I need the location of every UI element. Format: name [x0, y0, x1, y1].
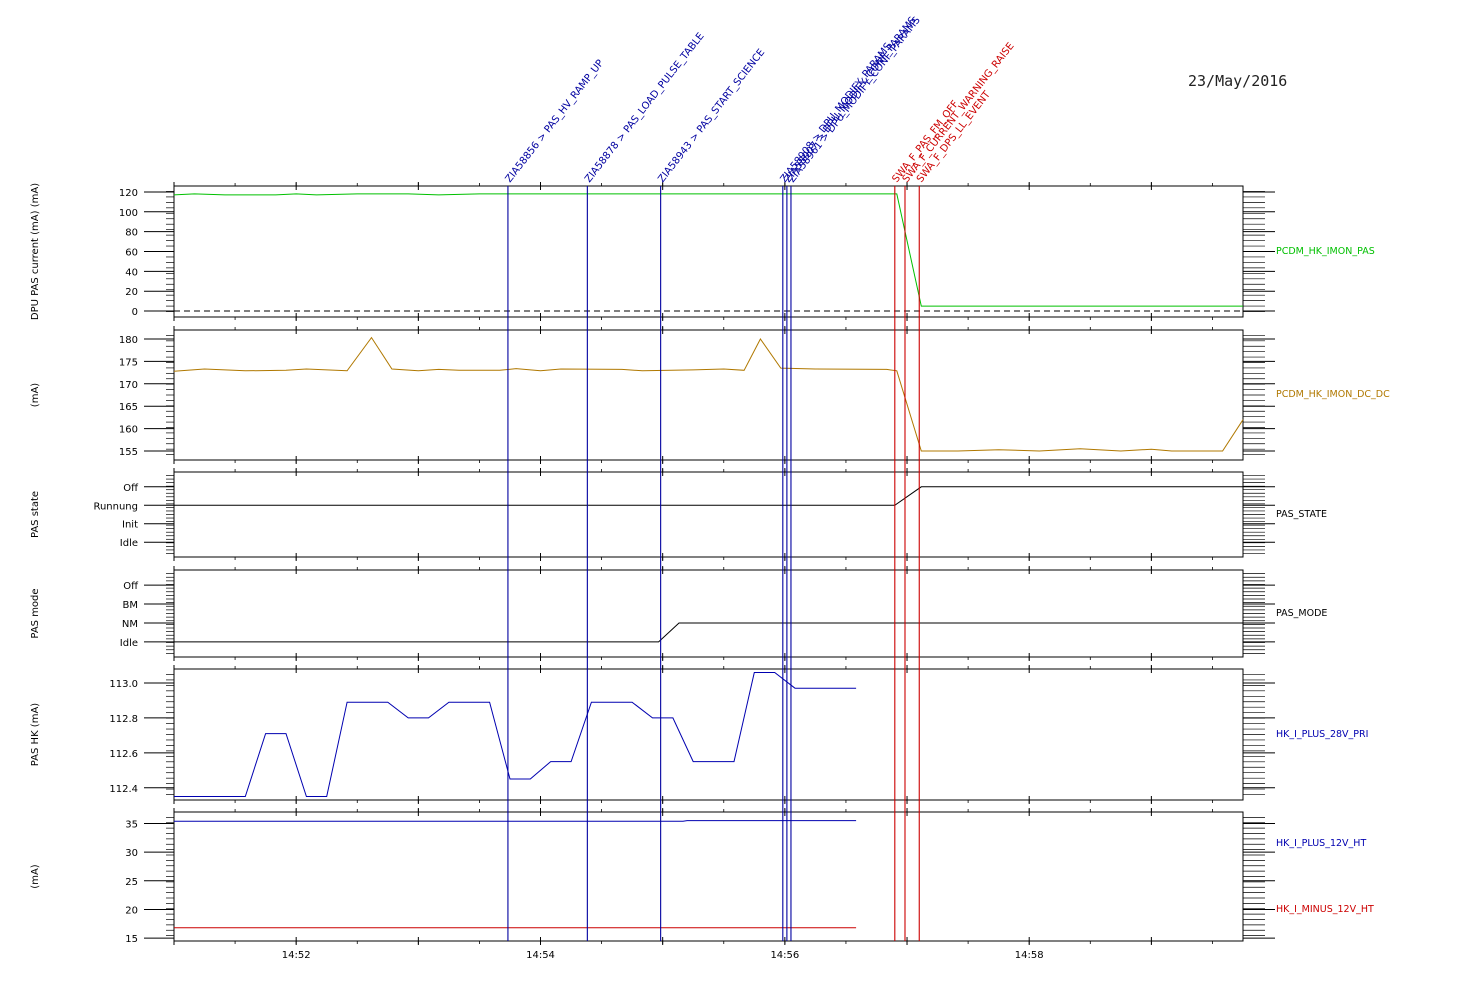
y-tick-label: Idle [120, 638, 138, 649]
y-tick-label: 100 [119, 208, 138, 219]
y-axis-label: PAS state [30, 491, 41, 538]
series-line [174, 820, 857, 822]
series-legend-label: HK_I_MINUS_12V_HT [1276, 904, 1374, 915]
y-tick-label: 155 [119, 447, 138, 458]
series-line [174, 486, 1243, 506]
y-tick-label: 30 [125, 848, 138, 859]
y-tick-label: Off [123, 581, 139, 592]
series-line [174, 672, 857, 797]
y-tick-label: 25 [125, 877, 138, 888]
y-tick-label: 120 [119, 188, 138, 199]
x-tick-label: 14:54 [526, 950, 555, 961]
series-line [173, 193, 1243, 307]
event-label: SWA_F_CURRENT_WARNING_RAISE [901, 41, 1017, 185]
series-legend-label: PCDM_HK_IMON_DC_DC [1276, 389, 1390, 400]
y-tick-label: 60 [125, 248, 138, 259]
y-axis-label: (mA) [30, 383, 41, 407]
x-tick-label: 14:52 [282, 950, 311, 961]
y-tick-label: 112.8 [109, 714, 138, 725]
panel-frame [173, 471, 1244, 558]
series-line [173, 336, 1244, 452]
series-legend-label: HK_I_PLUS_28V_PRI [1276, 729, 1368, 740]
panel-frame [173, 668, 1244, 801]
event-label: ZIA58856 > PAS_HV_RAMP_UP [504, 58, 607, 185]
y-axis-label: (mA) [30, 864, 41, 888]
event-label: ZIA58961 > DPU_MODIFY_CONF_PARAMS [787, 15, 923, 185]
y-tick-label: 165 [119, 402, 138, 413]
y-tick-label: Init [122, 520, 138, 531]
y-axis-label: PAS mode [30, 588, 41, 638]
series-legend-label: PCDM_HK_IMON_PAS [1276, 246, 1375, 257]
y-tick-label: 112.6 [109, 749, 138, 760]
panel-frame [173, 329, 1244, 461]
panel-frame [173, 569, 1244, 658]
y-tick-label: Off [123, 483, 139, 494]
y-tick-label: 80 [125, 228, 138, 239]
series-legend-label: HK_I_PLUS_12V_HT [1276, 838, 1366, 849]
series-legend-label: PAS_MODE [1276, 608, 1327, 619]
series-line [174, 622, 1243, 643]
y-tick-label: 175 [119, 357, 138, 368]
y-tick-label: 112.4 [109, 784, 138, 795]
y-axis-label: PAS HK (mA) [30, 703, 41, 766]
y-tick-label: 170 [119, 380, 138, 391]
date-label: 23/May/2016 [1188, 72, 1288, 90]
event-label: ZIA58878 > PAS_LOAD_PULSE_TABLE [583, 31, 707, 185]
y-tick-label: 20 [125, 905, 138, 916]
y-tick-label: 180 [119, 335, 138, 346]
y-tick-label: 160 [119, 425, 138, 436]
y-tick-label: 20 [125, 287, 138, 298]
y-tick-label: NM [122, 619, 138, 630]
y-tick-label: 35 [125, 819, 138, 830]
y-tick-label: 15 [125, 934, 138, 945]
x-tick-label: 14:58 [1015, 950, 1044, 961]
y-tick-label: 0 [132, 307, 138, 318]
panel-frame [173, 811, 1244, 942]
y-tick-label: 40 [125, 267, 138, 278]
y-tick-label: Idle [120, 538, 138, 549]
x-tick-label: 14:56 [770, 950, 799, 961]
panel-frame [173, 185, 1244, 318]
y-tick-label: Runnung [93, 501, 138, 512]
series-legend-label: PAS_STATE [1276, 509, 1327, 520]
y-tick-label: 113.0 [109, 679, 138, 690]
y-tick-label: BM [123, 600, 139, 611]
y-axis-label: DPU PAS current (mA) (mA) [30, 183, 41, 320]
